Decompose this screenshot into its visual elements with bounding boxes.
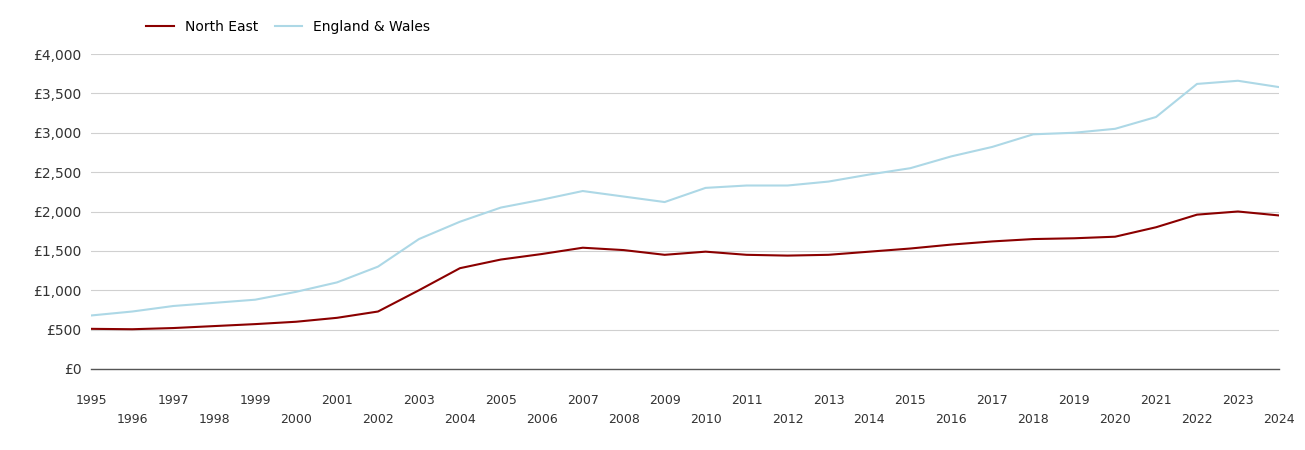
England & Wales: [821, 179, 837, 184]
Text: 2010: 2010: [690, 414, 722, 427]
England & Wales: [861, 172, 877, 177]
England & Wales: [329, 279, 345, 285]
Text: 1999: 1999: [239, 394, 271, 407]
North East: [821, 252, 837, 257]
Text: 2013: 2013: [813, 394, 844, 407]
England & Wales: [1026, 131, 1041, 137]
England & Wales: [1231, 78, 1246, 84]
Text: 2002: 2002: [361, 414, 394, 427]
North East: [616, 248, 632, 253]
Line: North East: North East: [91, 212, 1279, 329]
North East: [534, 251, 549, 256]
North East: [1189, 212, 1205, 217]
Text: 2006: 2006: [526, 414, 557, 427]
Text: 2008: 2008: [608, 414, 639, 427]
England & Wales: [1148, 114, 1164, 120]
Text: 2003: 2003: [403, 394, 435, 407]
England & Wales: [1066, 130, 1082, 135]
England & Wales: [288, 289, 304, 294]
Text: 2022: 2022: [1181, 414, 1212, 427]
North East: [576, 245, 591, 250]
North East: [1231, 209, 1246, 214]
North East: [944, 242, 959, 248]
England & Wales: [944, 154, 959, 159]
North East: [329, 315, 345, 320]
England & Wales: [206, 300, 222, 306]
North East: [861, 249, 877, 254]
North East: [124, 327, 140, 332]
Line: England & Wales: England & Wales: [91, 81, 1279, 315]
England & Wales: [984, 144, 1000, 149]
England & Wales: [698, 185, 714, 191]
Text: 1995: 1995: [76, 394, 107, 407]
Text: 1998: 1998: [198, 414, 230, 427]
England & Wales: [903, 166, 919, 171]
North East: [166, 325, 181, 331]
Text: 2007: 2007: [566, 394, 599, 407]
England & Wales: [124, 309, 140, 314]
North East: [206, 324, 222, 329]
North East: [84, 326, 99, 332]
North East: [371, 309, 386, 314]
Text: 1996: 1996: [116, 414, 147, 427]
Text: 2001: 2001: [321, 394, 352, 407]
England & Wales: [656, 199, 672, 205]
North East: [698, 249, 714, 254]
England & Wales: [371, 264, 386, 269]
Text: 2016: 2016: [936, 414, 967, 427]
Text: 2018: 2018: [1018, 414, 1049, 427]
North East: [1026, 236, 1041, 242]
England & Wales: [452, 219, 467, 225]
Text: 2011: 2011: [731, 394, 762, 407]
England & Wales: [84, 313, 99, 318]
England & Wales: [493, 205, 509, 210]
North East: [779, 253, 795, 258]
Text: 2012: 2012: [771, 414, 804, 427]
North East: [1066, 236, 1082, 241]
Text: 2015: 2015: [894, 394, 927, 407]
England & Wales: [248, 297, 264, 302]
Text: 2005: 2005: [485, 394, 517, 407]
North East: [1107, 234, 1122, 239]
England & Wales: [534, 197, 549, 202]
England & Wales: [1271, 84, 1287, 90]
North East: [1148, 225, 1164, 230]
Text: 2017: 2017: [976, 394, 1009, 407]
North East: [493, 257, 509, 262]
England & Wales: [616, 194, 632, 199]
North East: [1271, 213, 1287, 218]
England & Wales: [411, 236, 427, 242]
Text: 1997: 1997: [158, 394, 189, 407]
Legend: North East, England & Wales: North East, England & Wales: [146, 20, 431, 34]
England & Wales: [1189, 81, 1205, 86]
England & Wales: [739, 183, 754, 188]
England & Wales: [166, 303, 181, 309]
Text: 2021: 2021: [1141, 394, 1172, 407]
Text: 2019: 2019: [1058, 394, 1090, 407]
England & Wales: [779, 183, 795, 188]
North East: [452, 266, 467, 271]
North East: [984, 238, 1000, 244]
England & Wales: [1107, 126, 1122, 131]
Text: 2004: 2004: [444, 414, 476, 427]
North East: [411, 288, 427, 293]
North East: [248, 321, 264, 327]
North East: [739, 252, 754, 257]
Text: 2024: 2024: [1263, 414, 1295, 427]
Text: 2014: 2014: [853, 414, 885, 427]
England & Wales: [576, 188, 591, 194]
North East: [288, 319, 304, 324]
Text: 2009: 2009: [649, 394, 680, 407]
North East: [903, 246, 919, 251]
Text: 2000: 2000: [281, 414, 312, 427]
Text: 2023: 2023: [1223, 394, 1254, 407]
Text: 2020: 2020: [1099, 414, 1131, 427]
North East: [656, 252, 672, 257]
